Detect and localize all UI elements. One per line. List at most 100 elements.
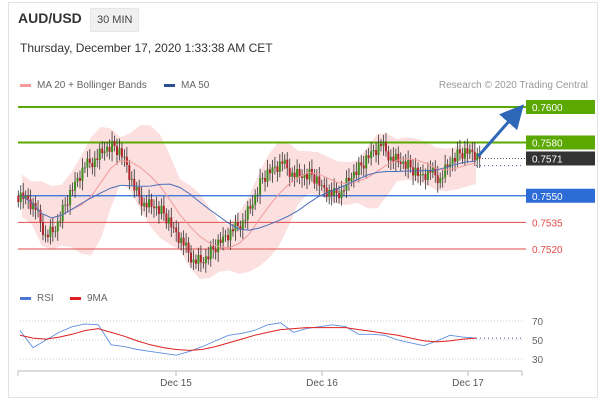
candle-body	[19, 192, 22, 203]
candle-body	[241, 220, 244, 230]
candle-body	[204, 256, 207, 264]
candle-body	[414, 167, 417, 176]
level-tag-0.7580	[526, 135, 595, 150]
candle-body	[296, 168, 299, 178]
candle-body	[46, 234, 49, 238]
candle-body	[214, 249, 217, 253]
candle-body	[434, 167, 437, 176]
candle-body	[71, 189, 74, 191]
candle-body	[436, 175, 439, 184]
candle-body	[74, 181, 77, 191]
candle-body	[293, 172, 296, 178]
candle-body	[380, 144, 383, 147]
candle-body	[202, 262, 205, 264]
candle-body	[392, 156, 395, 162]
candle-body	[190, 252, 193, 263]
candle-body	[291, 172, 294, 177]
legend-ma20-label: MA 20 + Bollinger Bands	[37, 80, 147, 91]
candle-body	[56, 221, 59, 232]
candle-body	[347, 177, 350, 182]
candle-body	[64, 204, 67, 206]
candle-body	[61, 204, 64, 222]
candle-body	[194, 259, 197, 264]
candle-body	[197, 255, 200, 264]
level-label-0.7600: 0.7600	[532, 103, 563, 114]
candle-body	[338, 193, 341, 199]
candle-body	[421, 174, 424, 176]
candle-body	[365, 155, 368, 169]
candle-body	[458, 149, 461, 154]
candle-body	[320, 185, 323, 187]
candle-body	[439, 178, 442, 184]
candle-body	[170, 217, 173, 228]
rsi-line	[19, 322, 477, 356]
projection-arrow	[476, 104, 524, 158]
candle-body	[301, 176, 304, 178]
candle-body	[44, 234, 47, 236]
candle-body	[468, 149, 471, 154]
candle-body	[424, 174, 427, 180]
candle-body	[375, 150, 378, 156]
level-tag-0.7550	[526, 188, 595, 203]
candle-body	[185, 242, 188, 246]
candle-body	[273, 166, 276, 168]
candle-body	[244, 219, 247, 221]
candle-body	[441, 177, 444, 179]
candle-body	[83, 167, 86, 169]
candle-body	[333, 188, 336, 196]
candle-body	[370, 151, 373, 159]
candle-body	[264, 178, 267, 182]
candle-body	[66, 204, 69, 206]
candle-body	[22, 192, 25, 199]
candle-body	[276, 166, 279, 172]
candle-body	[429, 169, 432, 173]
candle-body	[261, 178, 264, 179]
rsi-tick-70: 70	[532, 317, 544, 328]
candle-body	[207, 256, 210, 260]
candle-body	[175, 227, 178, 233]
candle-body	[362, 165, 365, 169]
level-label-0.7571: 0.7571	[532, 154, 563, 165]
rsi-ma-swatch	[70, 297, 81, 300]
candle-body	[120, 148, 123, 158]
candle-body	[330, 189, 333, 196]
candle-body	[187, 242, 190, 253]
candle-body	[372, 150, 375, 152]
level-tag-0.7600	[526, 100, 595, 114]
level-label-0.7580: 0.7580	[532, 139, 563, 150]
candle-body	[367, 155, 370, 159]
candle-body	[192, 259, 195, 263]
candle-body	[160, 205, 163, 215]
candle-body	[426, 169, 429, 180]
candle-body	[473, 151, 476, 161]
rsi-ma-line	[19, 327, 477, 351]
candle-body	[323, 185, 326, 188]
candle-body	[106, 146, 109, 152]
candle-body	[128, 165, 131, 180]
candle-body	[382, 142, 385, 147]
ma20-swatch	[20, 84, 31, 87]
candle-body	[29, 199, 32, 210]
candle-body	[308, 168, 311, 180]
candle-body	[409, 160, 412, 168]
candle-body	[27, 195, 30, 200]
timestamp: Thursday, December 17, 2020 1:33:38 AM C…	[20, 41, 273, 55]
candle-body	[387, 151, 390, 161]
timeframe-badge[interactable]: 30 MIN	[90, 8, 140, 32]
candle-body	[476, 153, 479, 161]
candle-body	[150, 199, 153, 207]
level-label-0.7520: 0.7520	[532, 245, 563, 256]
candle-body	[49, 226, 52, 238]
level-tag-0.7571	[526, 151, 595, 166]
candle-body	[165, 213, 168, 224]
candle-body	[76, 178, 79, 182]
candle-body	[249, 206, 252, 209]
candle-body	[115, 146, 118, 156]
candle-body	[229, 229, 232, 241]
candle-body	[140, 196, 143, 207]
rsi-tick-30: 30	[532, 355, 544, 366]
legend-rsi-ma-label: 9MA	[87, 293, 108, 304]
candle-body	[451, 157, 454, 164]
candle-body	[389, 156, 392, 161]
candle-body	[224, 235, 227, 237]
